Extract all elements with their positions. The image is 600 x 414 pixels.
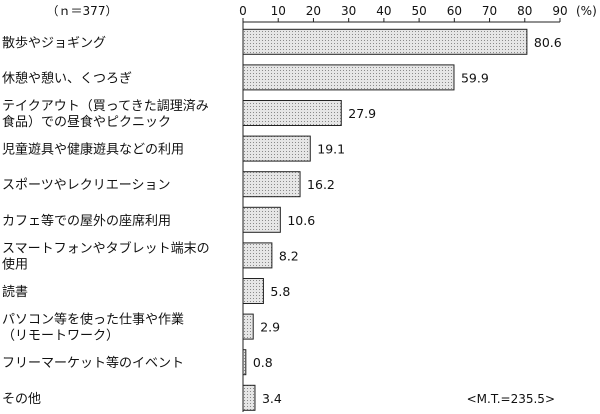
category-label: カフェ等での屋外の座席利用 bbox=[2, 213, 171, 229]
bar bbox=[242, 64, 455, 91]
x-tick-label: 30 bbox=[341, 4, 356, 18]
category-label: 休憩や憩い、くつろぎ bbox=[2, 70, 132, 86]
category-label: 児童遊具や健康遊具などの利用 bbox=[2, 142, 184, 158]
value-label: 3.4 bbox=[262, 391, 282, 406]
bar bbox=[242, 313, 254, 340]
value-label: 5.8 bbox=[270, 284, 290, 299]
category-label: スポーツやレクリエーション bbox=[2, 178, 170, 193]
bar bbox=[242, 242, 273, 269]
category-label: テイクアウト（買ってきた調理済み食品）での昼食やピクニック bbox=[2, 98, 209, 130]
value-label: 2.9 bbox=[260, 320, 280, 335]
category-label: スマートフォンやタブレット端末の使用 bbox=[2, 240, 210, 272]
bar bbox=[242, 28, 528, 55]
category-labels: 散歩やジョギング休憩や憩い、くつろぎテイクアウト（買ってきた調理済み食品）での昼… bbox=[2, 36, 210, 407]
x-tick-label: 10 bbox=[271, 4, 286, 18]
unit-label: (%) bbox=[576, 4, 597, 18]
bar bbox=[242, 100, 342, 126]
mt-annotation: <M.T.=235.5> bbox=[467, 392, 555, 406]
x-tick-label: 70 bbox=[482, 4, 497, 18]
x-tick-label: 50 bbox=[411, 4, 426, 18]
category-label: 散歩やジョギング bbox=[2, 36, 106, 51]
category-label: その他 bbox=[2, 392, 41, 407]
bar bbox=[242, 278, 264, 304]
value-label: 0.8 bbox=[253, 355, 273, 370]
x-tick-label: 40 bbox=[376, 4, 391, 18]
bar bbox=[242, 206, 281, 233]
value-label: 80.6 bbox=[534, 35, 562, 50]
value-labels: 80.6 59.9 27.9 19.1 16.2 10.6 8.2 5.8 2.9 0.8 3.4 bbox=[253, 35, 562, 406]
bar bbox=[242, 384, 256, 411]
value-label: 16.2 bbox=[307, 177, 335, 192]
bars bbox=[242, 28, 528, 411]
value-label: 19.1 bbox=[317, 142, 345, 157]
category-label: フリーマーケット等のイベント bbox=[2, 355, 184, 371]
x-tick-label: 0 bbox=[239, 4, 247, 18]
value-label: 8.2 bbox=[279, 248, 299, 263]
x-axis-ticks: 0 10 20 30 40 50 60 70 80 90 bbox=[239, 4, 568, 412]
x-tick-label: 80 bbox=[517, 4, 532, 18]
x-tick-label: 20 bbox=[306, 4, 321, 18]
category-label: パソコン等を使った仕事や作業（リモートワーク） bbox=[2, 312, 184, 344]
bar bbox=[242, 135, 311, 162]
value-label: 10.6 bbox=[287, 213, 315, 228]
bar bbox=[242, 171, 301, 198]
x-tick-label: 60 bbox=[447, 4, 462, 18]
value-label: 59.9 bbox=[461, 70, 489, 85]
value-label: 27.9 bbox=[348, 106, 376, 121]
category-label: 読書 bbox=[2, 284, 28, 300]
x-tick-label: 90 bbox=[552, 4, 567, 18]
bar bbox=[242, 349, 247, 376]
sample-size-label: （ｎ＝377） bbox=[47, 4, 118, 18]
